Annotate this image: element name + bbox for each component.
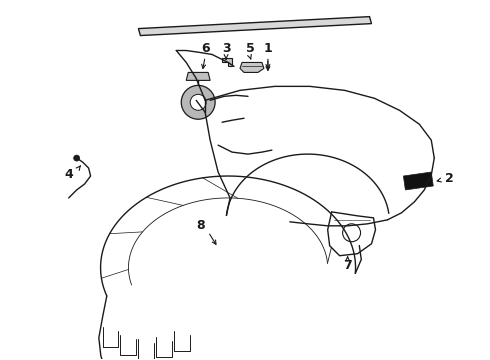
Text: 6: 6: [201, 42, 209, 55]
Polygon shape: [222, 58, 232, 67]
Polygon shape: [328, 212, 375, 256]
Circle shape: [190, 94, 206, 110]
Text: 8: 8: [196, 219, 204, 232]
Polygon shape: [186, 72, 210, 80]
Text: 3: 3: [222, 42, 230, 55]
Circle shape: [181, 85, 215, 119]
Circle shape: [74, 155, 80, 161]
Text: 2: 2: [445, 171, 454, 185]
Text: 5: 5: [245, 42, 254, 55]
Text: 4: 4: [64, 167, 73, 180]
Polygon shape: [240, 62, 264, 72]
Text: 1: 1: [264, 42, 272, 55]
Polygon shape: [403, 172, 433, 190]
Circle shape: [343, 224, 361, 242]
Text: 7: 7: [343, 259, 352, 272]
Polygon shape: [138, 17, 371, 36]
